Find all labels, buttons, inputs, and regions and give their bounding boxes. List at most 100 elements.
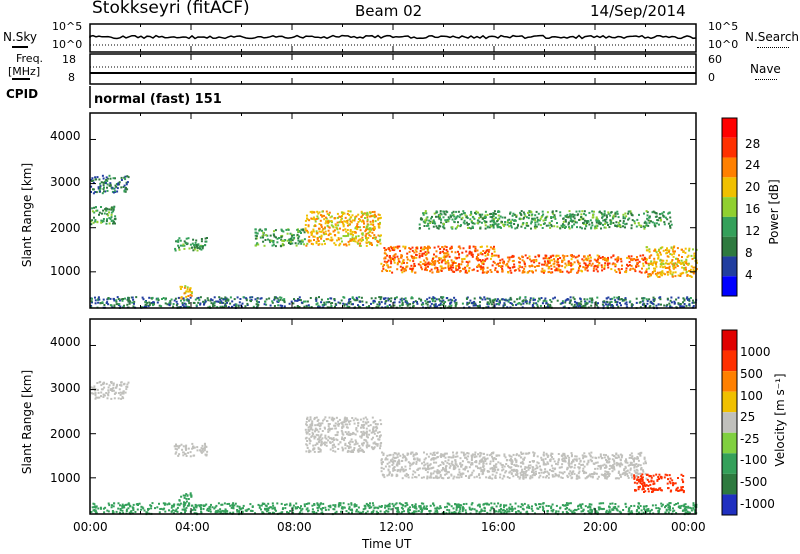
echo-pixel-power_db-4: [273, 230, 275, 233]
echo-pixel-power_db-9: [424, 210, 427, 213]
echo-pixel-power_db-6: [424, 266, 427, 269]
echo-pixel-power_db-10: [420, 303, 423, 306]
echo-pixel-velocity-3: [313, 435, 316, 438]
echo-pixel-power_db-10: [573, 298, 576, 301]
echo-pixel-power_db-0: [118, 181, 121, 184]
echo-pixel-power_db-6: [441, 259, 444, 262]
echo-pixel-velocity-4: [532, 466, 535, 469]
echo-pixel-power_db-9: [617, 216, 620, 219]
echo-pixel-power_db-8: [687, 254, 690, 257]
echo-pixel-power_db-9: [508, 225, 511, 228]
echo-pixel-power_db-9: [518, 217, 521, 220]
echo-pixel-power_db-9: [583, 221, 586, 224]
echo-pixel-power_db-3: [186, 286, 189, 289]
echo-pixel-velocity-3: [308, 450, 311, 453]
echo-pixel-power_db-4: [276, 241, 279, 244]
echo-pixel-velocity-4: [436, 469, 439, 472]
echo-pixel-power_db-7: [571, 263, 574, 266]
echo-pixel-power_db-7: [517, 267, 520, 270]
echo-pixel-power_db-6: [463, 268, 466, 271]
echo-pixel-power_db-10: [249, 296, 252, 299]
echo-pixel-power_db-10: [663, 304, 666, 307]
echo-pixel-power_db-10: [115, 299, 118, 302]
echo-pixel-power_db-3: [189, 290, 192, 293]
echo-pixel-power_db-9: [638, 224, 641, 227]
echo-pixel-power_db-5: [330, 239, 333, 242]
echo-pixel-velocity-4: [625, 470, 628, 473]
echo-pixel-power_db-10: [493, 299, 496, 302]
echo-pixel-power_db-9: [661, 212, 664, 215]
echo-pixel-velocity-4: [536, 455, 539, 458]
echo-pixel-velocity-4: [645, 477, 648, 480]
echo-pixel-power_db-9: [605, 214, 608, 217]
echo-pixel-power_db-6: [464, 266, 467, 269]
echo-pixel-power_db-5: [336, 239, 338, 242]
echo-pixel-velocity-3: [350, 438, 353, 441]
echo-pixel-power_db-8: [646, 249, 649, 252]
echo-pixel-power_db-0: [92, 188, 95, 191]
echo-pixel-power_db-9: [570, 215, 573, 218]
echo-pixel-velocity-4: [414, 476, 417, 478]
echo-pixel-velocity-4: [575, 459, 578, 462]
echo-pixel-velocity-3: [352, 431, 355, 434]
echo-pixel-velocity-4: [415, 462, 418, 465]
echo-pixel-power_db-6: [492, 254, 495, 257]
echo-pixel-velocity-4: [603, 463, 606, 466]
echo-pixel-power_db-10: [426, 298, 429, 301]
power-cbar-tick-8: 8: [745, 246, 753, 260]
echo-pixel-power_db-5: [374, 227, 376, 230]
echo-pixel-power_db-5: [377, 222, 380, 225]
echo-pixel-velocity-4: [407, 476, 410, 479]
echo-pixel-velocity-4: [458, 468, 461, 471]
echo-pixel-velocity-4: [455, 476, 458, 479]
echo-pixel-velocity-0: [119, 391, 122, 394]
echo-pixel-power_db-9: [559, 214, 562, 217]
echo-pixel-power_db-9: [646, 211, 649, 214]
echo-pixel-velocity-4: [490, 467, 493, 470]
echo-pixel-power_db-10: [160, 305, 163, 308]
echo-pixel-velocity-4: [497, 461, 500, 464]
echo-pixel-velocity-4: [522, 458, 525, 461]
echo-pixel-velocity-2: [182, 503, 185, 506]
echo-pixel-power_db-7: [603, 257, 606, 260]
echo-pixel-power_db-9: [525, 216, 528, 219]
echo-pixel-power_db-10: [103, 304, 106, 306]
echo-pixel-velocity-4: [401, 456, 404, 459]
echo-pixel-power_db-5: [306, 214, 308, 217]
echo-pixel-power_db-9: [579, 218, 582, 221]
echo-pixel-power_db-9: [481, 213, 484, 216]
echo-pixel-power_db-7: [586, 264, 589, 267]
echo-pixel-velocity-1: [196, 446, 199, 449]
echo-pixel-power_db-8: [659, 251, 662, 254]
echo-pixel-velocity-4: [460, 473, 463, 476]
echo-pixel-velocity-4: [488, 475, 491, 478]
echo-pixel-power_db-7: [517, 256, 520, 259]
echo-pixel-power_db-10: [393, 301, 396, 304]
echo-pixel-velocity-3: [309, 416, 312, 419]
echo-pixel-power_db-10: [511, 304, 514, 307]
echo-pixel-power_db-7: [644, 261, 647, 263]
echo-pixel-power_db-5: [363, 222, 365, 225]
echo-pixel-power_db-6: [440, 261, 443, 264]
echo-pixel-power_db-10: [98, 298, 101, 301]
echo-pixel-velocity-4: [640, 468, 643, 471]
echo-pixel-power_db-7: [546, 263, 549, 266]
echo-pixel-power_db-7: [615, 271, 618, 273]
echo-pixel-power_db-6: [478, 263, 480, 266]
echo-pixel-power_db-6: [401, 266, 404, 269]
echo-pixel-power_db-7: [557, 254, 560, 257]
echo-pixel-velocity-4: [570, 462, 573, 465]
echo-pixel-power_db-5: [366, 213, 369, 216]
echo-pixel-power_db-9: [616, 210, 619, 213]
echo-pixel-velocity-4: [520, 470, 523, 473]
echo-pixel-power_db-0: [98, 186, 101, 189]
echo-pixel-power_db-10: [378, 296, 381, 299]
echo-pixel-velocity-3: [332, 419, 335, 422]
echo-pixel-velocity-3: [311, 424, 314, 427]
echo-pixel-velocity-4: [532, 451, 535, 454]
echo-pixel-power_db-4: [281, 242, 284, 245]
echo-pixel-velocity-3: [319, 450, 322, 453]
echo-pixel-power_db-8: [687, 262, 690, 265]
echo-pixel-power_db-0: [125, 181, 128, 184]
echo-pixel-velocity-3: [362, 451, 365, 453]
